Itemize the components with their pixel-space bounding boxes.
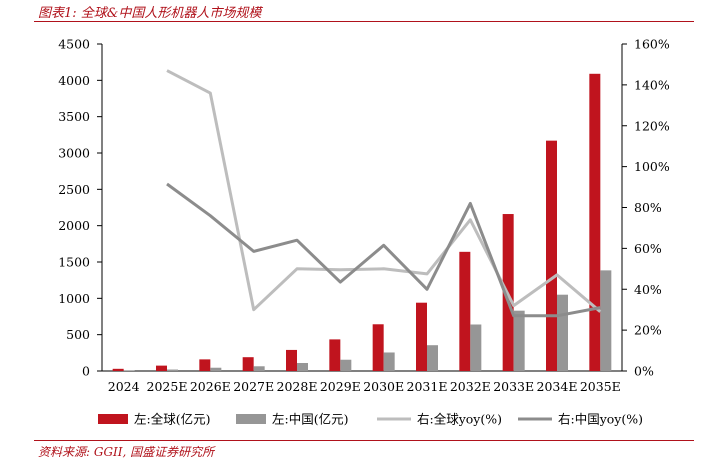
right-tick-label: 40% <box>634 282 662 297</box>
x-tick-label: 2029E <box>320 379 361 394</box>
bar <box>199 359 211 371</box>
bar <box>167 369 178 371</box>
x-tick-label: 2028E <box>277 379 318 394</box>
legend: 左:全球(亿元) 左:中国(亿元) 右:全球yoy(%) 右:中国yoy(%) <box>98 412 643 427</box>
left-tick-label: 3000 <box>58 146 90 161</box>
bar <box>383 352 395 371</box>
bar <box>372 324 384 371</box>
right-tick-label: 160% <box>634 37 670 52</box>
x-tick-label: 2027E <box>233 379 274 394</box>
right-tick-label: 120% <box>634 118 670 133</box>
x-tick-label: 2035E <box>580 379 621 394</box>
bar <box>340 359 352 371</box>
x-tick-label: 2030E <box>363 379 404 394</box>
left-tick-label: 2000 <box>58 218 90 233</box>
bar <box>297 363 308 371</box>
lines-layer <box>166 69 602 318</box>
axes-layer: 0 500 1000 1500 2000 2500 3000 3500 4000 4500 0% 20… <box>58 37 670 395</box>
right-tick-label: 80% <box>634 200 662 215</box>
legend-label: 左:中国(亿元) <box>272 412 348 427</box>
series-line <box>166 182 601 318</box>
bar <box>416 302 427 371</box>
bar <box>427 345 438 371</box>
x-tick-label: 2032E <box>450 379 491 394</box>
legend-label: 右:中国yoy(%) <box>558 412 643 427</box>
x-tick-label: 2026E <box>190 379 231 394</box>
bar <box>546 140 557 371</box>
legend-label: 右:全球yoy(%) <box>417 412 502 427</box>
left-tick-label: 500 <box>66 327 90 342</box>
right-tick-label: 0% <box>634 364 654 379</box>
bar <box>459 251 471 371</box>
title-divider <box>34 21 694 22</box>
bar <box>470 324 482 371</box>
x-tick-label: 2025E <box>147 379 188 394</box>
right-tick-label: 20% <box>634 323 662 338</box>
x-tick-label: 2033E <box>493 379 534 394</box>
left-tick-label: 3500 <box>58 109 90 124</box>
left-tick-label: 4500 <box>58 37 90 52</box>
x-tick-label: 2024 <box>108 379 140 394</box>
bar <box>210 367 222 371</box>
right-tick-label: 60% <box>634 241 662 256</box>
bar <box>513 310 525 371</box>
bar <box>242 357 254 371</box>
legend-swatch <box>236 414 266 424</box>
left-tick-label: 1500 <box>58 255 90 270</box>
bar <box>329 339 341 371</box>
left-tick-label: 4000 <box>58 73 90 88</box>
right-tick-label: 140% <box>634 77 670 92</box>
left-tick-label: 2500 <box>58 182 90 197</box>
bar <box>557 294 568 371</box>
legend-label: 左:全球(亿元) <box>134 412 210 427</box>
bar <box>286 349 297 371</box>
bars-layer <box>112 73 612 371</box>
source-note: 资料来源: GGII, 国盛证券研究所 <box>38 445 215 459</box>
bar <box>589 73 601 371</box>
bar <box>600 270 612 371</box>
series-line <box>166 69 602 313</box>
left-tick-label: 0 <box>82 364 90 379</box>
right-tick-label: 100% <box>634 159 670 174</box>
bar <box>253 366 265 371</box>
footer-divider <box>34 440 694 441</box>
x-tick-label: 2034E <box>537 379 578 394</box>
x-tick-label: 2031E <box>407 379 448 394</box>
chart-title: 图表1: 全球&中国人形机器人市场规模 <box>38 6 262 21</box>
legend-swatch <box>98 414 128 424</box>
left-tick-label: 1000 <box>58 291 90 306</box>
bar <box>156 365 167 371</box>
bar <box>112 368 124 371</box>
